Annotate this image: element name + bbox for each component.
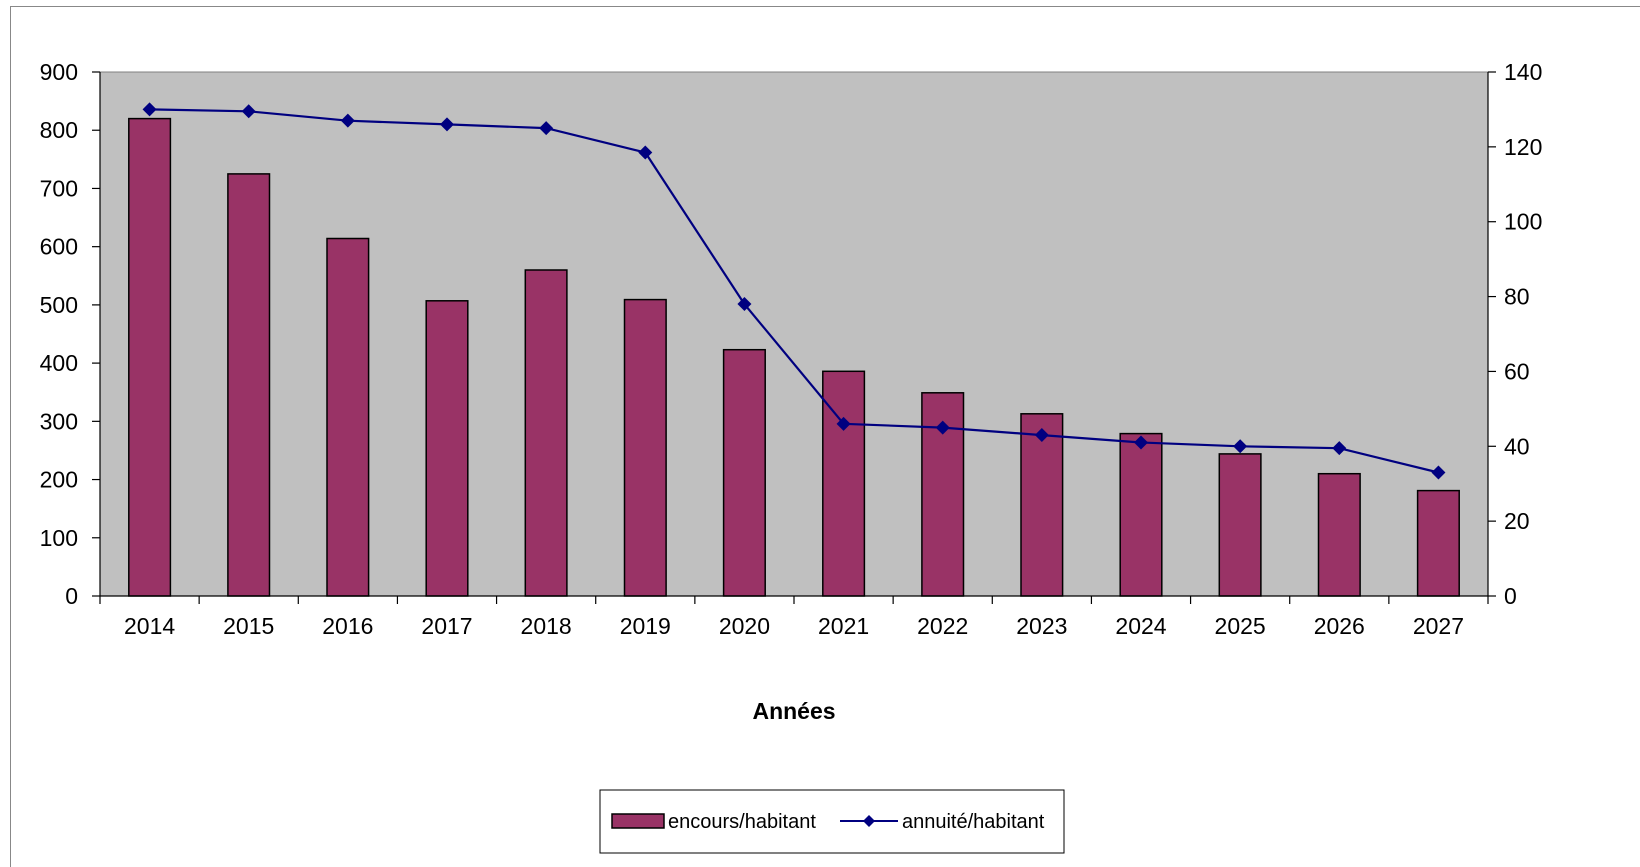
bar-2024 [1119, 432, 1163, 597]
line-point-2019 [638, 145, 653, 160]
line-point-2024 [1134, 435, 1148, 450]
line-point-2023 [1034, 428, 1049, 443]
line-point-2022 [935, 420, 950, 435]
bar-2019 [623, 298, 667, 597]
line-point-2014 [142, 102, 157, 117]
y-axis-ticks: 0 100 200 300 400 500 600 700 800 900 [40, 59, 100, 609]
y-tick-label: 200 [40, 467, 78, 493]
y2-tick-label: 100 [1504, 209, 1542, 235]
bar-2026 [1317, 472, 1361, 597]
bar-2016 [326, 237, 370, 597]
line-series [142, 102, 1446, 480]
bar-2021 [822, 370, 866, 597]
line-point-2020 [737, 297, 752, 312]
y2-tick-label: 140 [1504, 59, 1542, 85]
line-point-2026 [1332, 441, 1347, 456]
legend: encours/habitant annuité/habitant [599, 789, 1065, 854]
x-axis-title: Années [752, 698, 835, 724]
y2-tick-label: 0 [1504, 583, 1517, 609]
x-tick-label: 2014 [124, 613, 175, 639]
y2-tick-label: 20 [1504, 508, 1530, 534]
line-point-2027 [1431, 465, 1446, 480]
bar-2020 [722, 348, 766, 597]
x-tick-label: 2016 [322, 613, 373, 639]
line-point-2017 [440, 117, 454, 132]
line-point-2018 [539, 121, 554, 136]
x-tick-label: 2024 [1115, 613, 1166, 639]
y-tick-label: 400 [40, 350, 78, 376]
bar-2027 [1416, 489, 1460, 597]
x-tick-label: 2015 [223, 613, 274, 639]
bar-2018 [524, 269, 568, 597]
y2-tick-label: 60 [1504, 358, 1530, 384]
x-tick-label: 2026 [1314, 613, 1365, 639]
y2-tick-label: 120 [1504, 134, 1542, 160]
bar-2017 [425, 300, 469, 597]
y-tick-label: 100 [40, 525, 78, 551]
y-tick-label: 900 [40, 59, 78, 85]
bar-series [128, 117, 1460, 597]
y-tick-label: 0 [65, 583, 78, 609]
legend-swatch-bar [611, 813, 665, 829]
y2-tick-label: 80 [1504, 284, 1530, 310]
bar-2014 [128, 117, 172, 597]
x-tick-label: 2025 [1215, 613, 1266, 639]
plot-area [99, 71, 1489, 597]
x-tick-label: 2021 [818, 613, 869, 639]
line-point-2016 [340, 113, 355, 128]
legend-label-line: annuité/habitant [902, 811, 1045, 833]
line-annuite-habitant [149, 108, 1439, 474]
x-tick-label: 2027 [1413, 613, 1464, 639]
legend-label-bar: encours/habitant [668, 811, 816, 833]
x-tick-label: 2020 [719, 613, 770, 639]
y2-axis-ticks: 0 20 40 60 80 100 120 140 [1488, 59, 1542, 609]
bar-2015 [227, 173, 271, 597]
y-tick-label: 300 [40, 408, 78, 434]
line-point-2025 [1233, 439, 1248, 454]
x-tick-label: 2018 [521, 613, 572, 639]
x-tick-label: 2022 [917, 613, 968, 639]
y-tick-label: 700 [40, 175, 78, 201]
y2-tick-label: 40 [1504, 433, 1530, 459]
x-axis-ticks: 2014 2015 2016 2017 2018 2019 2020 2021 2022 2023… [99, 596, 1489, 639]
x-tick-label: 2017 [421, 613, 472, 639]
line-point-2021 [836, 416, 851, 431]
y-tick-label: 600 [40, 234, 78, 260]
y-tick-label: 500 [40, 292, 78, 318]
line-point-2015 [241, 104, 256, 119]
bar-2025 [1218, 453, 1262, 597]
legend-box [599, 789, 1065, 854]
x-tick-label: 2019 [620, 613, 671, 639]
y-tick-label: 800 [40, 117, 78, 143]
legend-marker-line [863, 815, 875, 827]
x-tick-label: 2023 [1016, 613, 1067, 639]
